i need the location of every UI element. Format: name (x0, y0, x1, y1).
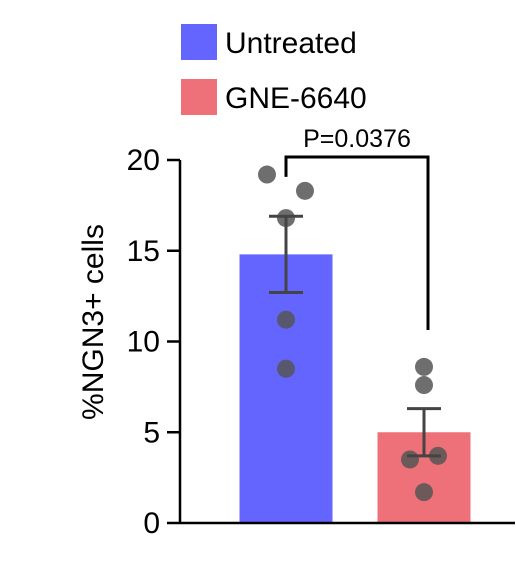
data-point-1-4 (415, 483, 433, 502)
data-point-1-3 (401, 450, 419, 469)
bar-0 (239, 254, 333, 523)
legend-swatch-0 (181, 24, 217, 60)
plot-area: 0 5 10 15 20 P=0.0376 (127, 125, 515, 540)
data-point-0-4 (277, 359, 295, 378)
legend-swatch-1 (181, 79, 217, 115)
legend: Untreated GNE-6640 (181, 24, 367, 115)
y-axis-label: %NGN3+ cells (77, 224, 110, 420)
data-point-0-3 (277, 310, 295, 329)
y-tick-label-0: 0 (143, 507, 160, 540)
y-tick-label-5: 5 (143, 416, 160, 449)
legend-label-0: Untreated (225, 27, 357, 60)
significance-bracket (284, 155, 430, 330)
data-point-0-1 (296, 181, 314, 200)
p-value-label: P=0.0376 (303, 125, 411, 153)
data-point-0-0 (258, 165, 276, 184)
y-tick-label-20: 20 (127, 144, 160, 177)
y-tick-label-10: 10 (127, 326, 160, 359)
data-point-1-1 (415, 376, 433, 395)
data-point-1-0 (415, 357, 433, 376)
y-tick-label-15: 15 (127, 235, 160, 268)
legend-label-1: GNE-6640 (225, 82, 367, 115)
